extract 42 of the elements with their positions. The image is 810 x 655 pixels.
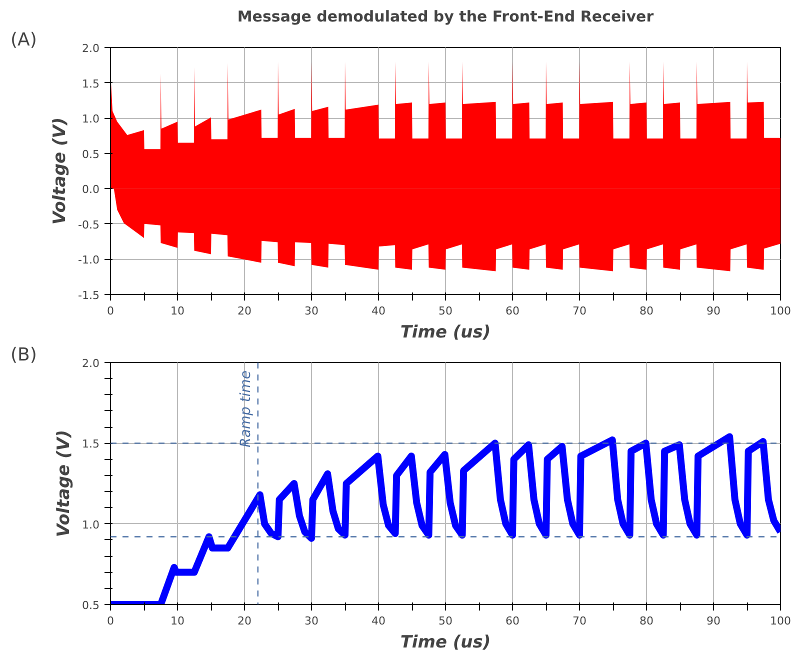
x-tick-label: 80 — [640, 614, 654, 628]
x-axis-title: Time (us) — [400, 632, 491, 652]
x-axis-title: Time (us) — [400, 322, 491, 342]
x-tick-label: 30 — [304, 304, 318, 318]
y-axis-title: Voltage (V) — [54, 430, 74, 538]
y-tick-label: 0.5 — [82, 599, 100, 612]
y-tick-label: 1.0 — [82, 518, 100, 532]
x-tick-label: 50 — [438, 614, 452, 628]
y-tick-label: 0.0 — [82, 183, 100, 196]
x-tick-label: 20 — [238, 614, 252, 628]
y-tick-label: 1.0 — [82, 112, 100, 126]
x-tick-label: 40 — [372, 304, 386, 318]
x-tick-label: 70 — [572, 304, 586, 318]
x-tick-label: 90 — [706, 304, 720, 318]
x-tick-label: 10 — [170, 304, 184, 318]
y-axis-title: Voltage (V) — [50, 117, 70, 225]
x-tick-label: 90 — [706, 614, 720, 628]
y-tick-label: 2.0 — [82, 42, 100, 55]
chart-title: Message demodulated by the Front-End Receiver — [237, 8, 654, 26]
y-tick-label: 0.5 — [82, 148, 100, 161]
x-tick-label: 80 — [640, 304, 654, 318]
text: (B) — [10, 344, 37, 366]
x-tick-label: 40 — [372, 614, 386, 628]
x-tick-label: 0 — [107, 304, 114, 318]
text: (A) — [10, 30, 37, 50]
x-tick-label: 100 — [770, 304, 791, 318]
x-tick-label: 50 — [438, 304, 452, 318]
y-tick-label: -1.5 — [78, 289, 100, 302]
x-tick-label: 20 — [238, 304, 252, 318]
x-tick-label: 0 — [107, 614, 114, 628]
ref-line-label: Ramp time — [238, 370, 254, 448]
y-tick-label: 1.5 — [82, 438, 100, 451]
y-tick-label: 2.0 — [82, 357, 100, 370]
x-tick-label: 100 — [770, 614, 791, 628]
y-tick-label: 1.5 — [82, 77, 100, 90]
x-tick-label: 70 — [572, 614, 586, 628]
y-tick-label: -1.0 — [78, 254, 100, 267]
x-tick-label: 10 — [170, 614, 184, 628]
x-tick-label: 30 — [304, 614, 318, 628]
x-tick-label: 60 — [506, 614, 520, 628]
y-tick-label: -0.5 — [78, 218, 100, 232]
x-tick-label: 60 — [506, 304, 520, 318]
